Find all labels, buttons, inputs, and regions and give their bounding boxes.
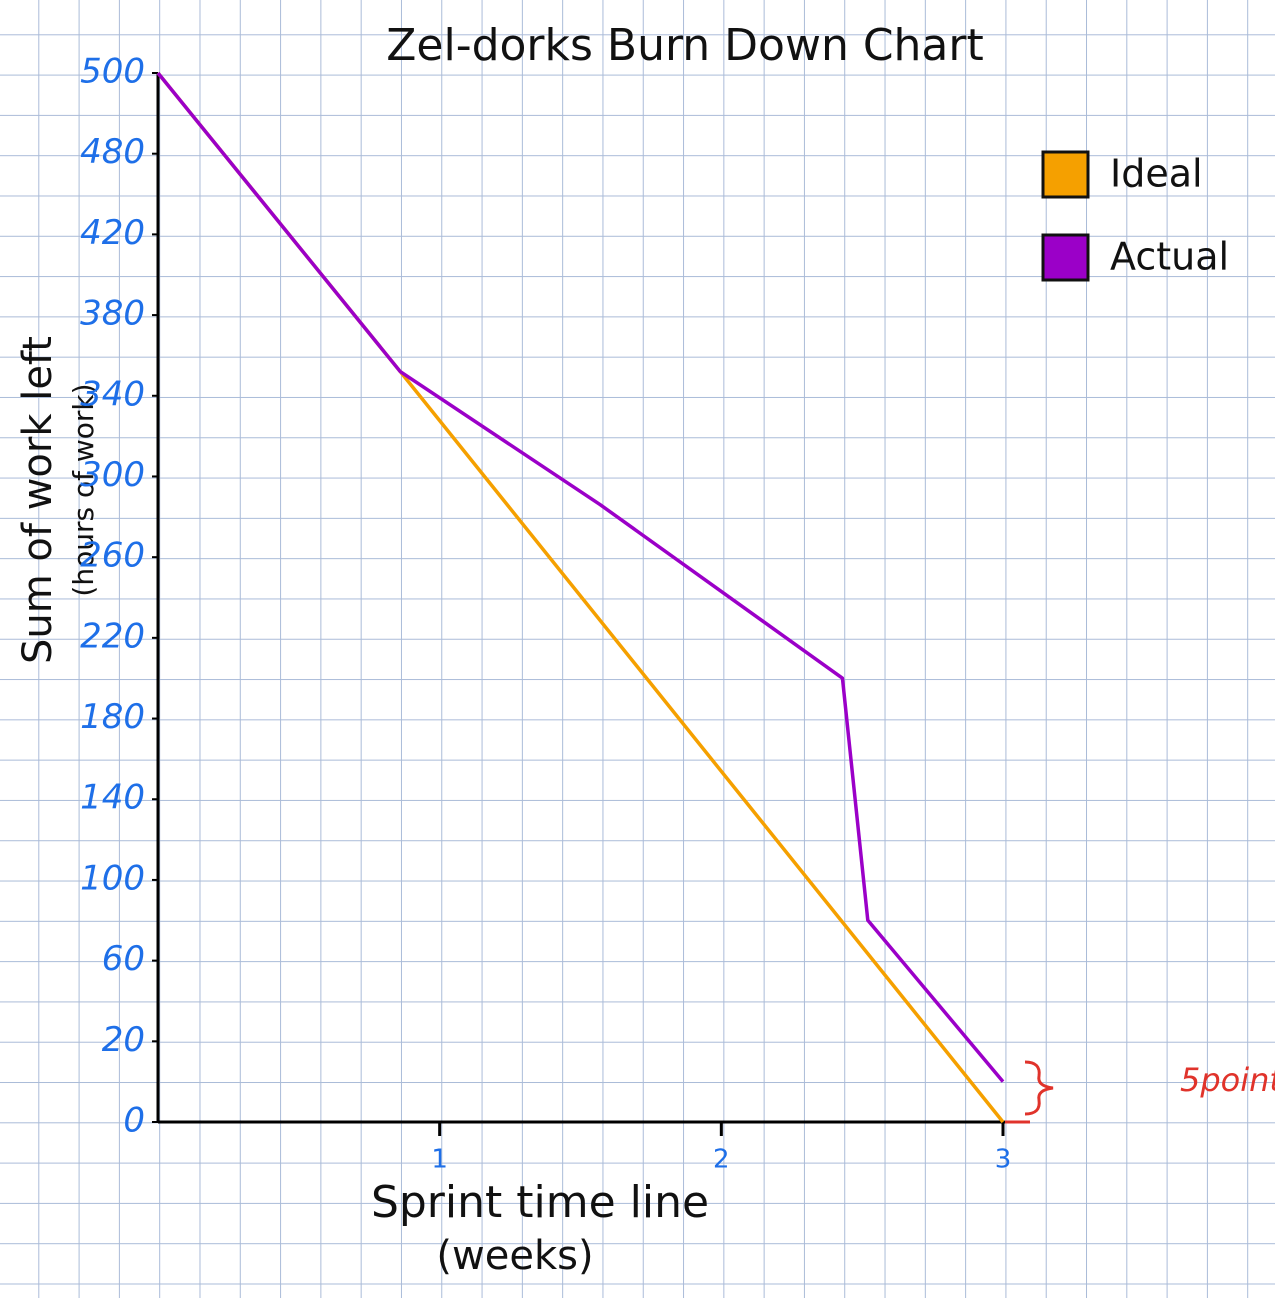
chart-title: Zel-dorks Burn Down Chart bbox=[386, 20, 983, 71]
x-axis-label: (weeks) bbox=[436, 1233, 593, 1279]
y-tick-label: 220 bbox=[80, 616, 145, 656]
y-tick-label: 420 bbox=[80, 213, 145, 253]
x-tick-label: 1 bbox=[431, 1145, 448, 1175]
legend-label: Ideal bbox=[1110, 152, 1203, 196]
y-tick-label: 480 bbox=[80, 132, 145, 172]
annotation: 5points bbox=[1180, 1061, 1275, 1099]
x-axis-label: Sprint time line bbox=[371, 1177, 709, 1228]
y-tick-label: 20 bbox=[102, 1020, 145, 1060]
legend-label: Actual bbox=[1110, 235, 1229, 279]
y-tick-label: 140 bbox=[80, 778, 145, 818]
series-line bbox=[156, 71, 1005, 1083]
x-tick-label: 3 bbox=[995, 1145, 1012, 1175]
legend-swatch bbox=[1041, 233, 1090, 282]
y-tick-label: 340 bbox=[80, 374, 145, 414]
y-tick-label: 180 bbox=[80, 697, 145, 737]
y-tick-label: 100 bbox=[80, 858, 145, 898]
annotation-brace bbox=[1024, 1060, 1054, 1116]
x-tick-label: 2 bbox=[713, 1145, 730, 1175]
y-tick-label: 0 bbox=[123, 1101, 145, 1141]
y-tick-label: 260 bbox=[80, 536, 145, 576]
y-axis-label: Sum of work left bbox=[15, 336, 61, 664]
y-tick-label: 60 bbox=[102, 939, 145, 979]
y-tick-label: 380 bbox=[80, 294, 145, 334]
legend-swatch bbox=[1041, 150, 1090, 199]
y-tick-label: 300 bbox=[80, 455, 145, 495]
y-axis-label: (hours of work) bbox=[67, 383, 100, 596]
y-tick-label: 500 bbox=[80, 52, 145, 92]
